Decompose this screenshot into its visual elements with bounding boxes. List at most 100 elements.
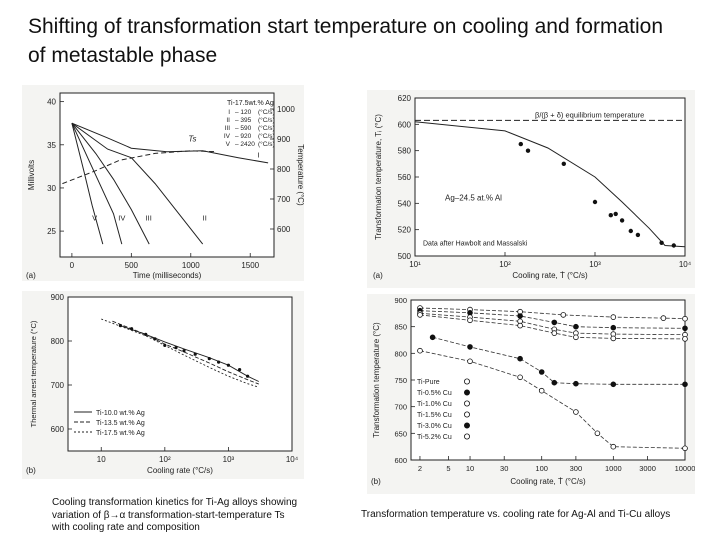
data-point xyxy=(417,312,423,318)
legend-label: Ti-3.0% Cu xyxy=(417,423,452,430)
panel-label: (a) xyxy=(373,271,383,280)
legend-row-rate: – 2420 xyxy=(235,141,255,148)
caption-left-line-3: with cooling rate and composition xyxy=(52,522,200,533)
legend-row-rate: – 920 xyxy=(235,133,252,140)
y-tick-label: 850 xyxy=(394,323,407,332)
legend-row-rate: – 120 xyxy=(235,109,252,116)
y-tick-label: 650 xyxy=(394,429,407,438)
data-point xyxy=(246,374,250,378)
data-point xyxy=(660,315,667,321)
data-point xyxy=(610,324,617,331)
x-tick-label: 10³ xyxy=(223,455,235,464)
x-tick-label: 500 xyxy=(125,261,139,270)
x-axis-title: Time (milliseconds) xyxy=(133,271,202,280)
y2-tick-label: 1000 xyxy=(277,105,295,114)
y-tick-label: 580 xyxy=(398,147,412,156)
data-point xyxy=(517,355,523,362)
x-tick-label: 10⁴ xyxy=(286,455,299,464)
y-tick-label: 540 xyxy=(398,199,412,208)
curve-label-II: II xyxy=(203,214,207,223)
y-tick-label: 560 xyxy=(398,173,412,182)
data-point xyxy=(182,349,186,353)
y2-tick-label: 700 xyxy=(277,195,291,204)
legend-label: Ti-17.5 wt.% Ag xyxy=(96,430,145,437)
curve-II xyxy=(71,122,204,245)
y2-tick-label: 900 xyxy=(277,135,291,144)
y-axis-title: Transformation temperature, Tᵢ (°C) xyxy=(374,114,383,240)
x-tick-label: 10² xyxy=(159,455,171,464)
data-point xyxy=(193,352,197,356)
annotation-alloy: Ag–24.5 at.% Al xyxy=(445,194,502,203)
legend-label: Ti-13.5 wt.% Ag xyxy=(96,420,145,427)
legend-marker xyxy=(464,400,471,407)
chart-a-left: 0 500 1000 1500 25 30 35 40 600 700 800 900 1000 Mill… xyxy=(26,92,304,280)
annotation-equilibrium: β/(β + δ) equilibrium temperature xyxy=(535,110,644,119)
y-tick-label: 40 xyxy=(47,98,56,107)
data-point xyxy=(467,358,473,365)
data-point xyxy=(610,314,617,320)
curve-label-V: V xyxy=(92,214,97,223)
data-point xyxy=(610,443,617,450)
data-point xyxy=(619,218,625,223)
y2-tick-label: 600 xyxy=(277,225,291,234)
x-tick-label: 2 xyxy=(418,464,422,473)
x-tick-label: 10¹ xyxy=(409,260,421,269)
data-point xyxy=(682,445,688,452)
x-tick-label: 10⁴ xyxy=(679,260,692,269)
chart-b-right: 2 5 10 30 100 300 1000 3000 10000 600 650 700 750 800… xyxy=(371,296,695,486)
y-axis-title: Thermal arrest temperature (°C) xyxy=(29,320,38,427)
x-tick-label: 3000 xyxy=(639,464,656,473)
legend-row-rate: – 395 xyxy=(235,117,252,124)
caption-right: Transformation temperature vs. cooling r… xyxy=(361,509,671,520)
chart-b-left: 10 10² 10³ 10⁴ 600 700 800 900 Thermal arrest te… xyxy=(26,293,299,475)
y-tick-label: 600 xyxy=(394,456,407,465)
data-point xyxy=(551,379,558,386)
x-tick-label: 100 xyxy=(535,464,548,473)
data-point xyxy=(682,336,688,342)
data-point xyxy=(226,363,230,367)
x-tick-label: 10 xyxy=(466,464,474,473)
data-point xyxy=(671,243,676,248)
chart-b-left-plot-area xyxy=(67,296,293,452)
data-point xyxy=(207,357,211,361)
x-axis-title: Cooling rate, Ṫ (°C/s) xyxy=(512,271,588,280)
data-point xyxy=(517,322,523,329)
chart-b-right-panel: 2 5 10 30 100 300 1000 3000 10000 600 650 700 750 800… xyxy=(367,294,695,494)
y2-axis-title: Temperature (°C) xyxy=(296,144,304,206)
data-point xyxy=(573,323,579,330)
data-point xyxy=(551,319,558,326)
data-point xyxy=(608,213,613,218)
series-line xyxy=(419,350,686,449)
data-point xyxy=(467,344,473,350)
series-line xyxy=(112,320,259,385)
data-point xyxy=(517,313,523,319)
curve-V xyxy=(71,123,104,245)
chart-b-right-plot-area xyxy=(410,299,686,461)
x-tick-label: 10000 xyxy=(675,464,695,473)
chart-a-right-panel: 10¹ 10² 10³ 10⁴ 500 520 540 560 580 600 620 Transfo… xyxy=(367,90,695,288)
data-point xyxy=(573,334,579,341)
data-point xyxy=(538,369,545,375)
data-point xyxy=(659,240,664,245)
legend-row-unit: (°C/s) xyxy=(258,132,275,140)
data-point xyxy=(682,325,688,332)
y-tick-label: 700 xyxy=(394,403,407,412)
data-point xyxy=(592,199,598,205)
data-point xyxy=(560,312,567,318)
x-tick-label: 1000 xyxy=(182,261,200,270)
legend-marker xyxy=(464,378,471,385)
y-tick-label: 900 xyxy=(394,296,407,305)
data-point xyxy=(518,141,523,147)
x-tick-label: 5 xyxy=(446,464,450,473)
data-point xyxy=(594,430,601,437)
data-point xyxy=(538,387,545,394)
x-tick-label: 10 xyxy=(97,455,106,464)
data-point xyxy=(144,332,148,336)
curve-III xyxy=(71,122,150,245)
curve-label-I: I xyxy=(257,151,259,160)
data-point xyxy=(682,315,688,322)
legend-row-unit: (°C/s) xyxy=(258,116,275,124)
slide-title-line-1: Shifting of transformation start tempera… xyxy=(28,15,664,38)
data-point xyxy=(238,368,242,372)
data-point xyxy=(417,347,423,354)
